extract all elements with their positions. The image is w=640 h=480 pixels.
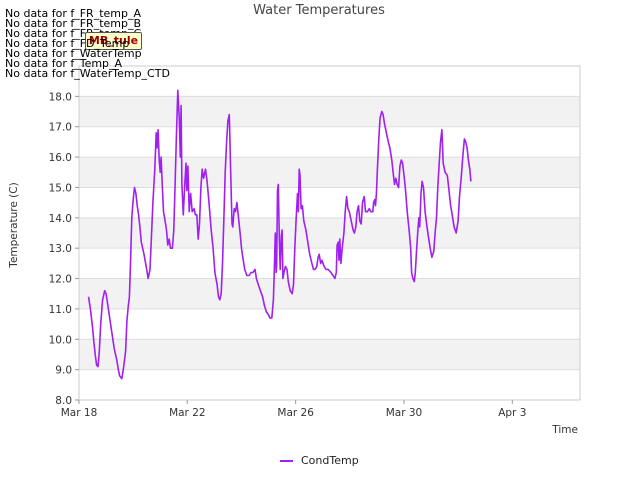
no-data-message: No data for f_FD_Temp <box>5 37 130 50</box>
legend[interactable]: CondTemp <box>280 454 359 467</box>
x-tick-label: Mar 18 <box>61 407 98 419</box>
x-tick-label: Mar 30 <box>386 407 423 419</box>
y-gridlines <box>79 95 580 401</box>
y-axis-label: Temperature (C) <box>8 182 20 268</box>
plot-frame <box>78 65 581 401</box>
y-tick-label: 8.0 <box>55 395 72 407</box>
plot-band <box>79 278 580 309</box>
no-data-message: No data for f_WaterTemp_CTD <box>5 67 170 80</box>
no-data-message: No data for f_FR_temp_C <box>5 27 142 40</box>
y-tick-label: 11.0 <box>49 304 72 316</box>
y-tick-label: 16.0 <box>49 152 72 164</box>
y-tick-label: 12.0 <box>49 274 72 286</box>
y-tick-label: 13.0 <box>49 243 72 255</box>
y-tick-label: 18.0 <box>49 91 72 103</box>
no-data-message: No data for f_FR_temp_A <box>5 7 141 20</box>
x-tick-label: Apr 3 <box>498 407 526 419</box>
y-axis: 8.0 9.0 10.0 11.0 12.0 13.0 14.0 15.0 16.0 17.0 18… <box>49 91 79 407</box>
legend-swatch-condtemp <box>280 459 293 462</box>
chart-title: Water Temperatures <box>253 3 385 18</box>
y-tick-label: 10.0 <box>49 334 72 346</box>
plot-bands <box>79 96 580 370</box>
series-line-condtemp <box>87 89 472 380</box>
x-tick-label: Mar 26 <box>277 407 314 419</box>
y-tick-label: 9.0 <box>55 365 72 377</box>
legend-label-condtemp: CondTemp <box>301 454 359 467</box>
plot-band <box>79 339 580 370</box>
plot-band <box>79 96 580 127</box>
no-data-message: No data for f_Temp_A <box>5 57 123 70</box>
y-tick-label: 14.0 <box>49 213 72 225</box>
x-axis: Mar 18 Mar 22 Mar 26 Mar 30 Apr 3 <box>61 400 526 419</box>
x-tick-label: Mar 22 <box>169 407 206 419</box>
x-axis-label: Time <box>551 424 578 436</box>
plot-band <box>79 217 580 249</box>
site-badge: MB_tule <box>85 32 142 50</box>
no-data-message: No data for f_FR_temp_B <box>5 17 142 30</box>
y-tick-label: 17.0 <box>49 122 72 134</box>
no-data-message: No data for f_WaterTemp <box>5 47 142 60</box>
y-tick-label: 15.0 <box>49 182 72 194</box>
